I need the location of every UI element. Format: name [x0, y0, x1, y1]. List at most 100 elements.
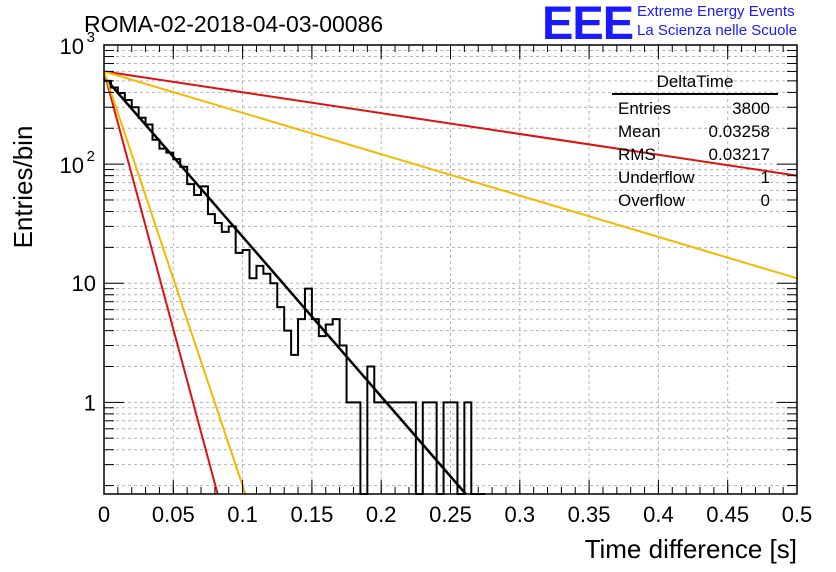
histogram-bin: [451, 402, 458, 494]
histogram-bin: [444, 402, 451, 494]
histogram-bin: [305, 289, 312, 494]
histogram-bin: [312, 319, 319, 494]
x-tick-label: 0.15: [290, 502, 333, 527]
y-tick-label: 10: [60, 34, 84, 59]
stats-label: Underflow: [618, 168, 695, 187]
histogram-bin: [464, 402, 471, 494]
histogram-bin: [284, 331, 291, 494]
histogram-bin: [319, 336, 326, 494]
histogram-bin: [381, 402, 388, 494]
x-tick-label: 0.3: [505, 502, 536, 527]
histogram-bin: [153, 140, 160, 494]
x-tick-label: 0: [98, 502, 110, 527]
histogram-bin: [159, 149, 166, 494]
histogram-bin: [146, 125, 153, 494]
x-tick-label: 0.05: [152, 502, 195, 527]
fit-line-yellow-shallow: [103, 70, 798, 280]
histogram-bin: [194, 195, 201, 494]
histogram-bin: [409, 402, 416, 494]
histogram-bin: [173, 159, 180, 494]
histogram-bin: [270, 283, 277, 494]
stats-row-rms: RMS 0.03217: [612, 143, 778, 166]
x-axis-title: Time difference [s]: [585, 534, 797, 564]
eee-caption-line2: La Scienza nelle Scuole: [637, 22, 798, 39]
stats-label: Overflow: [618, 191, 686, 210]
eee-caption: Extreme Energy Events La Scienza nelle S…: [637, 2, 797, 40]
x-tick-label: 0.1: [227, 502, 258, 527]
histogram-bin: [326, 325, 333, 494]
histogram-bin: [166, 153, 173, 494]
histogram-bin: [277, 307, 284, 494]
eee-caption-line1: Extreme Energy Events: [637, 3, 795, 20]
histogram-bin: [374, 402, 381, 494]
histogram-bin: [215, 223, 222, 494]
histogram-bin: [118, 93, 125, 494]
histogram-bin: [423, 402, 430, 494]
run-title: ROMA-02-2018-04-03-00086: [84, 11, 383, 37]
histogram-bin: [347, 402, 354, 494]
histogram-bin: [125, 100, 132, 494]
histogram: [104, 79, 486, 495]
x-tick-label: 0.5: [782, 502, 813, 527]
histogram-outline: [104, 79, 486, 495]
stats-label: Mean: [618, 122, 661, 141]
fit-line-red-steep: [103, 71, 219, 495]
histogram-bin: [187, 184, 194, 494]
histogram-bin: [333, 319, 340, 494]
histogram-bin: [395, 402, 402, 494]
x-tick-label: 0.25: [429, 502, 472, 527]
fit-curves: [103, 70, 798, 495]
histogram-bin: [243, 250, 250, 494]
stats-row-overflow: Overflow 0: [612, 189, 778, 212]
stats-title: DeltaTime: [612, 72, 778, 95]
histogram-bin: [222, 232, 229, 494]
histogram-bin: [367, 366, 374, 494]
stats-row-entries: Entries 3800: [612, 97, 778, 120]
histogram-bin: [236, 253, 243, 494]
histogram-bin: [250, 278, 257, 494]
stats-value: 0: [760, 191, 770, 210]
grid-lines: [104, 45, 797, 494]
y-tick-label: 10: [60, 153, 84, 178]
stats-box: DeltaTime Entries 3800 Mean 0.03258 RMS 0.0…: [612, 72, 778, 212]
histogram-bin: [180, 167, 187, 494]
x-tick-label: 0.45: [706, 502, 749, 527]
stats-value: 0.03258: [708, 122, 770, 141]
stats-label: Entries: [618, 99, 671, 118]
stats-label: RMS: [618, 145, 656, 164]
histogram-bin: [340, 346, 347, 494]
histogram-bin: [132, 107, 139, 494]
y-axis-title: Entries/bin: [8, 126, 38, 249]
histogram-bin: [208, 214, 215, 494]
x-tick-label: 0.2: [366, 502, 397, 527]
histogram-bin: [402, 402, 409, 494]
axis-ticks: [103, 45, 798, 494]
x-tick-label: 0.35: [568, 502, 611, 527]
histogram-bin: [256, 266, 263, 494]
x-tick-labels: 0 0.05 0.1 0.15 0.2 0.25 0.3 0.35 0.4 0.45 0.5: [98, 502, 812, 527]
histogram-bin: [111, 87, 118, 494]
y-tick-exponent: 3: [87, 29, 95, 46]
histogram-bin: [263, 274, 270, 494]
fit-line-fit: [103, 76, 467, 495]
stats-row-mean: Mean 0.03258: [612, 120, 778, 143]
histogram-bin: [291, 355, 298, 494]
stats-value: 3800: [732, 99, 770, 118]
histogram-bin: [298, 319, 305, 494]
histogram-bin: [201, 186, 208, 494]
histogram-bin: [229, 226, 236, 494]
x-tick-label: 0.4: [643, 502, 674, 527]
fit-line-yellow-steep: [103, 71, 247, 495]
y-tick-exponent: 2: [87, 148, 95, 165]
stats-row-underflow: Underflow 1: [612, 166, 778, 189]
eee-logo: EEE: [542, 0, 634, 49]
stats-value: 0.03217: [708, 145, 770, 164]
y-tick-label: 10: [72, 271, 96, 296]
y-tick-label: 1: [84, 390, 96, 415]
histogram-bin: [388, 402, 395, 494]
histogram-bin: [353, 402, 360, 494]
histogram-bin: [139, 118, 146, 494]
fit-line-red-shallow: [103, 70, 798, 177]
